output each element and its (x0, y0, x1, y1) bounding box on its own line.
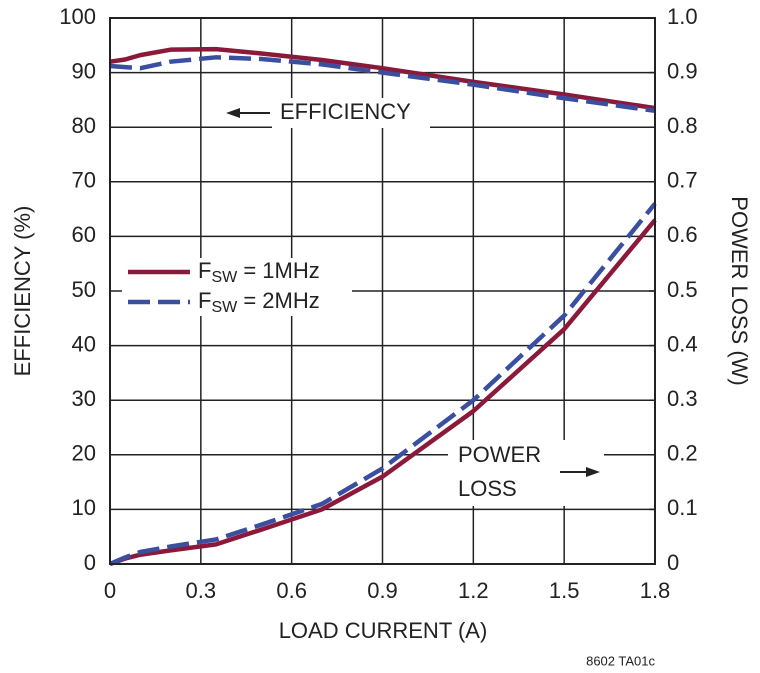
efficiency-line (109, 55, 656, 114)
legend-background (122, 258, 352, 316)
y-axis-label: EFFICIENCY (%) (10, 206, 35, 377)
x-tick-label: 1.2 (458, 578, 489, 603)
arrow-head (586, 467, 600, 477)
y2-tick-label: 0 (667, 550, 679, 575)
x-axis-label: LOAD CURRENT (A) (279, 618, 488, 643)
y-tick-label: 50 (72, 277, 96, 302)
y2-axis-label: POWER LOSS (W) (727, 196, 752, 385)
x-tick-label: 0.9 (367, 578, 398, 603)
efficiency-line (109, 46, 656, 111)
arrow-head (226, 108, 240, 118)
x-tick-label: 0 (104, 578, 116, 603)
power-loss-line (109, 202, 657, 567)
y-tick-label: 20 (72, 441, 96, 466)
y-tick-label: 10 (72, 495, 96, 520)
legend-label: FSW = 2MHz (198, 288, 320, 316)
y-tick-label: 0 (84, 550, 96, 575)
x-tick-label: 0.3 (186, 578, 217, 603)
y-tick-label: 100 (59, 4, 96, 29)
y2-tick-label: 0.8 (667, 113, 698, 138)
y-tick-label: 60 (72, 222, 96, 247)
x-tick-label: 0.6 (276, 578, 307, 603)
y-tick-label: 90 (72, 58, 96, 83)
power-annotation: POWER (458, 442, 541, 467)
power-loss-line (109, 218, 657, 567)
legend-label: FSW = 1MHz (198, 258, 320, 286)
y-tick-label: 70 (72, 168, 96, 193)
label-background (272, 98, 430, 128)
plot-frame (109, 17, 656, 565)
y2-tick-label: 0.5 (667, 277, 698, 302)
y-tick-label: 30 (72, 386, 96, 411)
y2-tick-label: 0.1 (667, 495, 698, 520)
y-tick-label: 40 (72, 331, 96, 356)
efficiency-annotation: EFFICIENCY (280, 99, 411, 124)
y2-tick-label: 0.7 (667, 168, 698, 193)
y2-tick-label: 0.6 (667, 222, 698, 247)
y2-tick-label: 0.3 (667, 386, 698, 411)
figure-code: 8602 TA01c (586, 653, 655, 668)
x-tick-label: 1.8 (640, 578, 671, 603)
y2-tick-label: 0.9 (667, 58, 698, 83)
y2-tick-label: 0.4 (667, 331, 698, 356)
loss-annotation: LOSS (458, 476, 517, 501)
x-tick-label: 1.5 (549, 578, 580, 603)
y-tick-label: 80 (72, 113, 96, 138)
y2-tick-label: 1.0 (667, 4, 698, 29)
y2-tick-label: 0.2 (667, 441, 698, 466)
